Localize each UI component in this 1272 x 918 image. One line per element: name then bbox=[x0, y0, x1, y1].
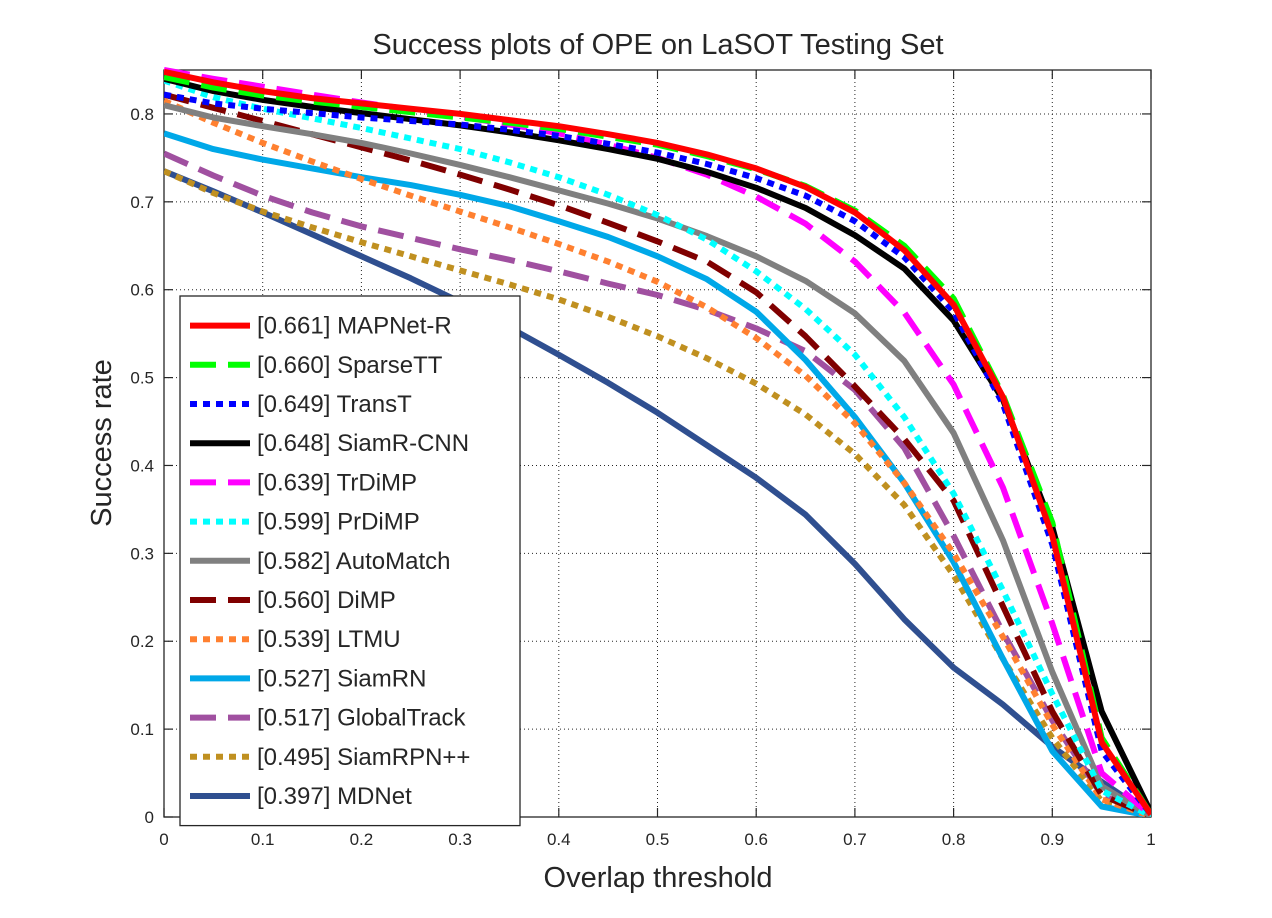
legend-label: [0.661] MAPNet-R bbox=[257, 313, 452, 340]
series-line-mapnet-r bbox=[164, 68, 1151, 817]
x-tick-label: 0.6 bbox=[744, 830, 768, 849]
legend-label: [0.648] SiamR-CNN bbox=[257, 430, 469, 457]
series-line-automatch bbox=[164, 102, 1151, 817]
y-tick-label: 0.6 bbox=[130, 281, 154, 300]
series-line-transt bbox=[164, 91, 1151, 817]
x-tick-label: 0.1 bbox=[251, 830, 275, 849]
x-tick-label: 1 bbox=[1146, 830, 1155, 849]
y-tick-label: 0.7 bbox=[130, 193, 154, 212]
series-line-mdnet bbox=[164, 168, 1151, 817]
series-line-siamrpn- bbox=[164, 168, 1151, 817]
legend-label: [0.517] GlobalTrack bbox=[257, 705, 467, 732]
series-line-siamrn bbox=[164, 130, 1151, 817]
legend-label: [0.639] TrDiMP bbox=[257, 469, 417, 496]
x-tick-label: 0 bbox=[159, 830, 168, 849]
y-tick-label: 0.8 bbox=[130, 105, 154, 124]
y-tick-label: 0.5 bbox=[130, 369, 154, 388]
y-tick-label: 0 bbox=[145, 808, 154, 827]
legend-label: [0.660] SparseTT bbox=[257, 352, 443, 379]
x-tick-label: 0.2 bbox=[350, 830, 374, 849]
legend-label: [0.539] LTMU bbox=[257, 626, 401, 653]
x-tick-label: 0.9 bbox=[1040, 830, 1064, 849]
y-axis-title: Success rate bbox=[86, 359, 118, 527]
legend-label: [0.397] MDNet bbox=[257, 783, 412, 810]
legend-label: [0.495] SiamRPN++ bbox=[257, 744, 470, 771]
x-axis-title: Overlap threshold bbox=[544, 862, 773, 894]
legend-label: [0.560] DiMP bbox=[257, 587, 396, 614]
series-line-ltmu bbox=[164, 98, 1151, 817]
series-lines bbox=[164, 67, 1151, 817]
legend-label: [0.649] TransT bbox=[257, 391, 412, 418]
x-tick-label: 0.7 bbox=[843, 830, 867, 849]
legend-label: [0.527] SiamRN bbox=[257, 665, 426, 692]
x-tick-label: 0.4 bbox=[547, 830, 571, 849]
y-tick-label: 0.2 bbox=[130, 632, 154, 651]
y-tick-label: 0.4 bbox=[130, 456, 154, 475]
x-tick-label: 0.8 bbox=[942, 830, 966, 849]
axis-ticks: 0 0.1 0.2 0.3 0.4 0.5 0.6 0.7 0.8 0.9 1 0 0.1 0.2 0.3 0… bbox=[130, 70, 1156, 849]
chart-title: Success plots of OPE on LaSOT Testing Se… bbox=[372, 29, 943, 61]
legend: [0.661] MAPNet-R [0.660] SparseTT [0.649] … bbox=[179, 295, 521, 827]
series-line-globaltrack bbox=[164, 150, 1151, 817]
x-tick-label: 0.3 bbox=[448, 830, 472, 849]
x-tick-label: 0.5 bbox=[646, 830, 670, 849]
y-tick-label: 0.1 bbox=[130, 720, 154, 739]
legend-label: [0.599] PrDiMP bbox=[257, 509, 420, 536]
y-tick-label: 0.3 bbox=[130, 544, 154, 563]
series-line-prdimp bbox=[164, 77, 1151, 817]
legend-label: [0.582] AutoMatch bbox=[257, 548, 450, 575]
